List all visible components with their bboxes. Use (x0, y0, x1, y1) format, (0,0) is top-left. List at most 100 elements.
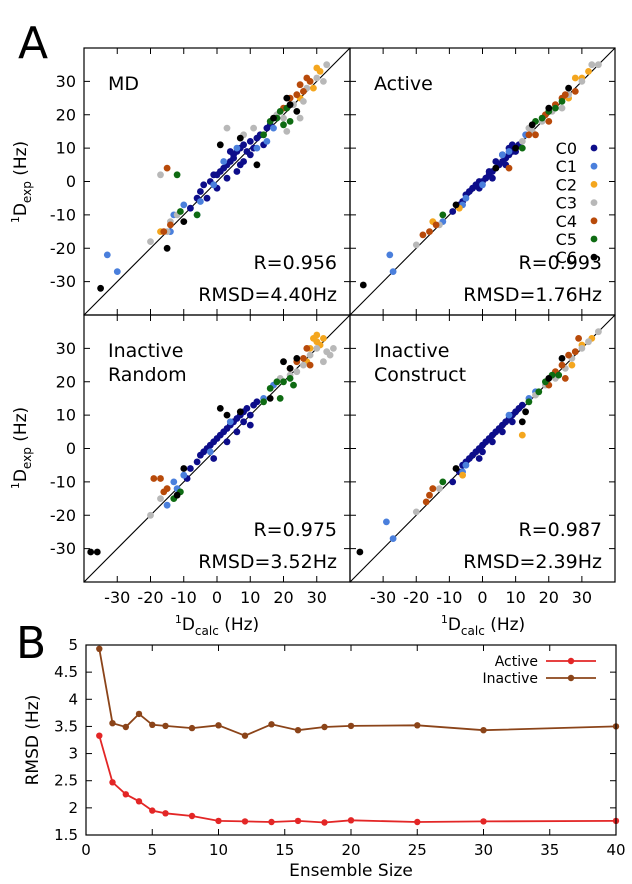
point-c3 (558, 104, 566, 112)
point-c6 (97, 284, 104, 292)
point-c0 (200, 181, 208, 189)
point-c2 (316, 68, 324, 75)
point-c1 (386, 251, 394, 259)
point-c1 (103, 251, 111, 259)
point-c4 (306, 78, 314, 85)
y-tick-label: 5 (68, 636, 78, 654)
point-c3 (412, 241, 420, 249)
x-tick-label: -20 (137, 588, 163, 607)
point-c5 (273, 378, 281, 386)
y-tick-label: 20 (56, 372, 76, 391)
point-c1 (113, 268, 121, 275)
series-point-active (188, 812, 196, 820)
point-c4 (306, 361, 314, 369)
point-c3 (147, 238, 154, 246)
x-tick-label: 15 (275, 841, 294, 859)
series-line-inactive (98, 648, 617, 737)
point-c4 (160, 228, 168, 236)
point-c1 (462, 194, 470, 202)
series-point-inactive (122, 723, 129, 731)
point-c4 (561, 91, 569, 99)
point-c0 (223, 174, 231, 182)
panel-b-letter: B (16, 618, 46, 669)
point-c3 (436, 485, 443, 492)
y-tick-label: -10 (50, 205, 76, 224)
rmsd-value: RMSD=4.40Hz (198, 284, 337, 306)
point-c0 (492, 158, 500, 165)
point-c0 (240, 418, 248, 426)
legend-marker (590, 253, 598, 261)
point-c3 (578, 78, 586, 85)
point-c6 (180, 465, 188, 472)
point-c0 (240, 158, 248, 165)
point-c4 (429, 485, 437, 492)
legend-label: C4 (556, 212, 577, 231)
point-c1 (479, 181, 486, 189)
x-tick-label: 20 (341, 841, 360, 859)
y-tick-label: 2.5 (54, 772, 78, 790)
point-c6 (283, 94, 291, 102)
rmsd-value: RMSD=2.39Hz (463, 551, 602, 573)
series-point-active (109, 779, 116, 786)
point-c2 (320, 335, 327, 342)
rmsd-value: RMSD=1.76Hz (463, 284, 602, 306)
series-point-active (414, 818, 421, 826)
point-c0 (203, 194, 211, 202)
panel-title: Active (374, 73, 433, 95)
point-c4 (558, 361, 566, 369)
point-c6 (253, 161, 261, 169)
series-point-inactive (96, 645, 103, 652)
point-c4 (571, 88, 579, 95)
point-c1 (383, 518, 390, 526)
point-c5 (290, 381, 297, 389)
point-c5 (439, 211, 447, 219)
series-point-active (321, 819, 328, 826)
scatter-panel-1: -30 -20 -10 0 10 20 30 MD R=0.956 RMSD=4.40Hz (50, 47, 351, 316)
series-point-inactive (321, 723, 328, 731)
y-tick-label: 0 (66, 172, 76, 191)
panel-b: 1.5 2 2.5 3 3.5 4 4.5 5 0 5 10 15 20 25 30 35 40 ActiveIn… (23, 636, 626, 881)
point-c3 (578, 345, 586, 352)
point-c6 (293, 355, 301, 362)
legend-label: Inactive (482, 671, 538, 687)
point-c0 (508, 418, 516, 426)
y-tick-label: 30 (56, 72, 76, 91)
panel-a: -30 -20 -10 0 10 20 30 MD R=0.956 RMSD=4.40Hz Acti… (9, 47, 616, 638)
point-c0 (475, 455, 483, 462)
point-c1 (505, 411, 513, 419)
point-c4 (575, 335, 582, 342)
point-c4 (565, 351, 572, 359)
point-c3 (300, 361, 307, 369)
point-c3 (595, 61, 602, 69)
point-c4 (300, 355, 307, 362)
series-point-inactive (162, 722, 169, 730)
point-c5 (286, 375, 294, 382)
legend-marker (590, 162, 598, 170)
y-tick-label: 3 (68, 745, 78, 763)
point-c6 (558, 355, 566, 362)
panel-a-x-axis-label-right: 1Dcalc (Hz) (441, 613, 525, 638)
x-tick-label: -30 (370, 588, 396, 607)
points (359, 61, 602, 289)
series-point-active (135, 798, 143, 805)
series-point-inactive (414, 722, 421, 729)
point-c3 (595, 328, 602, 336)
point-c3 (157, 171, 164, 179)
point-c0 (246, 138, 254, 145)
point-c4 (545, 118, 553, 125)
point-c3 (223, 124, 231, 132)
series-point-active (149, 807, 156, 814)
point-c1 (499, 151, 506, 159)
y-tick-label: 10 (56, 406, 76, 425)
point-c4 (167, 221, 174, 229)
point-c2 (310, 84, 317, 92)
point-c4 (157, 475, 164, 482)
point-c3 (306, 351, 314, 359)
point-c6 (528, 121, 536, 129)
legend-label: C2 (556, 175, 577, 194)
point-c3 (147, 511, 154, 519)
x-tick-label: 0 (212, 588, 222, 607)
scatter-panel-2: Active R=0.993 RMSD=1.76Hz (349, 47, 616, 316)
x-tick-label: 40 (606, 841, 625, 859)
panel-title: MD (108, 73, 139, 95)
